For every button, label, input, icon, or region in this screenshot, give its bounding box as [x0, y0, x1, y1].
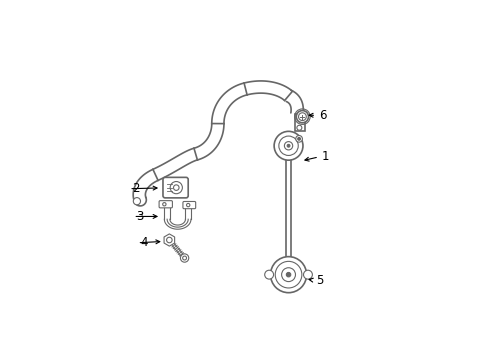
Circle shape	[296, 135, 302, 142]
Circle shape	[279, 136, 298, 156]
Text: 5: 5	[316, 274, 323, 287]
Polygon shape	[194, 123, 224, 160]
Circle shape	[163, 203, 166, 206]
Circle shape	[167, 237, 172, 243]
Text: 1: 1	[322, 150, 329, 163]
Circle shape	[187, 203, 190, 207]
Circle shape	[275, 261, 302, 288]
Circle shape	[274, 131, 303, 160]
Text: 4: 4	[140, 236, 148, 249]
Text: 3: 3	[136, 210, 144, 223]
Polygon shape	[286, 90, 303, 115]
Circle shape	[297, 125, 302, 130]
Polygon shape	[133, 169, 158, 202]
FancyBboxPatch shape	[159, 201, 172, 208]
Polygon shape	[212, 83, 247, 123]
Circle shape	[183, 256, 187, 260]
FancyBboxPatch shape	[183, 202, 196, 209]
Circle shape	[133, 198, 141, 205]
Polygon shape	[244, 81, 293, 100]
Polygon shape	[164, 234, 174, 246]
Circle shape	[296, 111, 309, 123]
Circle shape	[282, 268, 295, 282]
Circle shape	[303, 270, 313, 279]
Circle shape	[180, 254, 189, 262]
Circle shape	[287, 144, 290, 147]
Circle shape	[270, 257, 307, 293]
Circle shape	[173, 185, 179, 190]
Circle shape	[265, 270, 273, 279]
Circle shape	[170, 181, 182, 194]
Circle shape	[298, 113, 306, 121]
Polygon shape	[153, 148, 197, 180]
Text: 6: 6	[319, 109, 326, 122]
Polygon shape	[170, 219, 185, 225]
Circle shape	[284, 141, 293, 150]
Text: 2: 2	[132, 182, 140, 195]
Circle shape	[298, 138, 300, 140]
Polygon shape	[295, 114, 305, 131]
Circle shape	[286, 273, 291, 277]
FancyBboxPatch shape	[163, 177, 188, 198]
